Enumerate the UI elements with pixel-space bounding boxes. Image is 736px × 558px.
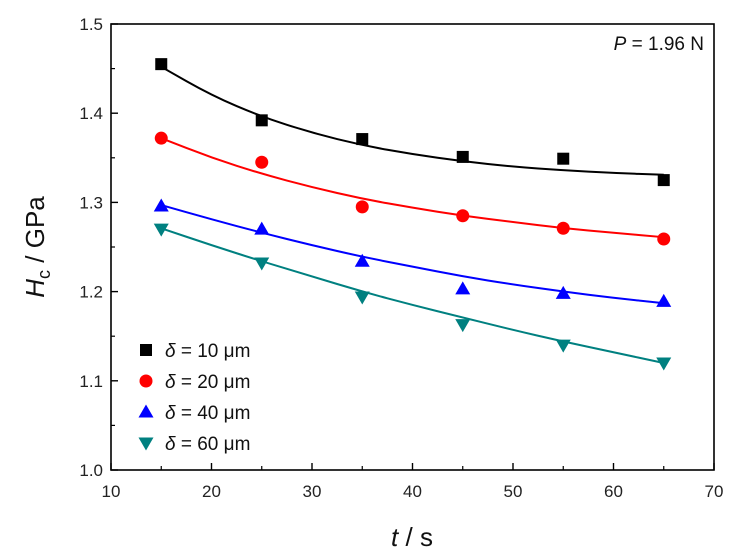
data-point-series-3 xyxy=(555,285,571,299)
legend-symbol: δ xyxy=(165,372,176,393)
data-point-series-3 xyxy=(153,198,169,212)
x-tick-label: 20 xyxy=(202,482,221,501)
legend-label-4: δ = 60 μm xyxy=(165,434,250,455)
legend-text: = 10 μm xyxy=(176,341,251,362)
axis-ticks: 10 20 30 40 50 60 70 1.0 1.1 1.2 1.3 1.4 1.5 xyxy=(79,15,723,501)
data-point-series-1 xyxy=(557,152,570,165)
x-axis-var: t xyxy=(391,522,400,552)
data-point-series-1 xyxy=(155,58,168,71)
fit-curve-2 xyxy=(160,137,664,239)
legend-symbol: δ xyxy=(165,403,176,424)
data-point-series-2 xyxy=(355,200,369,214)
legend-label-2: δ = 20 μm xyxy=(165,372,250,393)
data-point-series-3 xyxy=(354,253,370,267)
data-point-series-4 xyxy=(656,357,672,371)
legend-marker-1 xyxy=(140,344,152,356)
x-tick-label: 50 xyxy=(504,482,523,501)
x-tick-label: 70 xyxy=(705,482,724,501)
y-tick-label: 1.4 xyxy=(79,104,103,123)
data-point-series-1 xyxy=(456,150,469,163)
x-tick-label: 60 xyxy=(604,482,623,501)
data-point-series-3 xyxy=(254,221,270,235)
legend-marker-4 xyxy=(138,437,154,451)
legend-label-1: δ = 10 μm xyxy=(165,341,250,362)
y-axis-sub: c xyxy=(34,270,54,279)
x-tick-label: 10 xyxy=(102,482,121,501)
data-point-series-1 xyxy=(255,114,268,127)
data-point-series-3 xyxy=(656,293,672,307)
x-axis-unit: / s xyxy=(398,522,433,552)
legend-label-3: δ = 40 μm xyxy=(165,403,250,424)
y-tick-label: 1.3 xyxy=(79,193,103,212)
annotation-text: = 1.96 N xyxy=(626,34,704,55)
legend-text: = 60 μm xyxy=(176,434,251,455)
y-axis-var: H xyxy=(20,279,50,298)
data-point-series-4 xyxy=(254,257,270,271)
data-point-series-2 xyxy=(255,155,269,169)
legend-marker-2 xyxy=(139,374,153,388)
data-point-series-1 xyxy=(657,174,670,187)
data-points xyxy=(153,58,672,371)
y-tick-label: 1.1 xyxy=(79,372,103,391)
y-axis-unit: / GPa xyxy=(20,196,50,270)
data-point-series-2 xyxy=(556,221,570,235)
legend-symbol: δ xyxy=(165,341,176,362)
data-point-series-3 xyxy=(455,281,471,295)
legend-text: = 40 μm xyxy=(176,403,251,424)
fit-curves xyxy=(160,65,664,364)
y-axis-title: Hc / GPa xyxy=(20,196,54,298)
annotation: P = 1.96 N xyxy=(614,34,704,55)
legend: δ = 10 μmδ = 20 μmδ = 40 μmδ = 60 μm xyxy=(138,341,250,455)
data-point-series-4 xyxy=(455,319,471,333)
fit-curve-3 xyxy=(160,204,664,305)
data-point-series-1 xyxy=(356,133,369,146)
legend-marker-3 xyxy=(138,404,154,418)
x-tick-label: 30 xyxy=(303,482,322,501)
y-tick-label: 1.5 xyxy=(79,15,103,34)
fit-curve-4 xyxy=(160,227,664,364)
data-point-series-4 xyxy=(153,223,169,237)
data-point-series-2 xyxy=(456,209,470,223)
data-point-series-4 xyxy=(555,339,571,353)
legend-symbol: δ xyxy=(165,434,176,455)
y-tick-label: 1.2 xyxy=(79,283,103,302)
data-point-series-2 xyxy=(154,131,168,145)
legend-text: = 20 μm xyxy=(176,372,251,393)
y-tick-label: 1.0 xyxy=(79,461,103,480)
x-axis-title: t / s xyxy=(391,522,433,552)
annotation-var: P xyxy=(614,34,627,55)
x-tick-label: 40 xyxy=(403,482,422,501)
fit-curve-1 xyxy=(160,65,664,176)
data-point-series-4 xyxy=(354,291,370,305)
data-point-series-2 xyxy=(657,232,671,246)
